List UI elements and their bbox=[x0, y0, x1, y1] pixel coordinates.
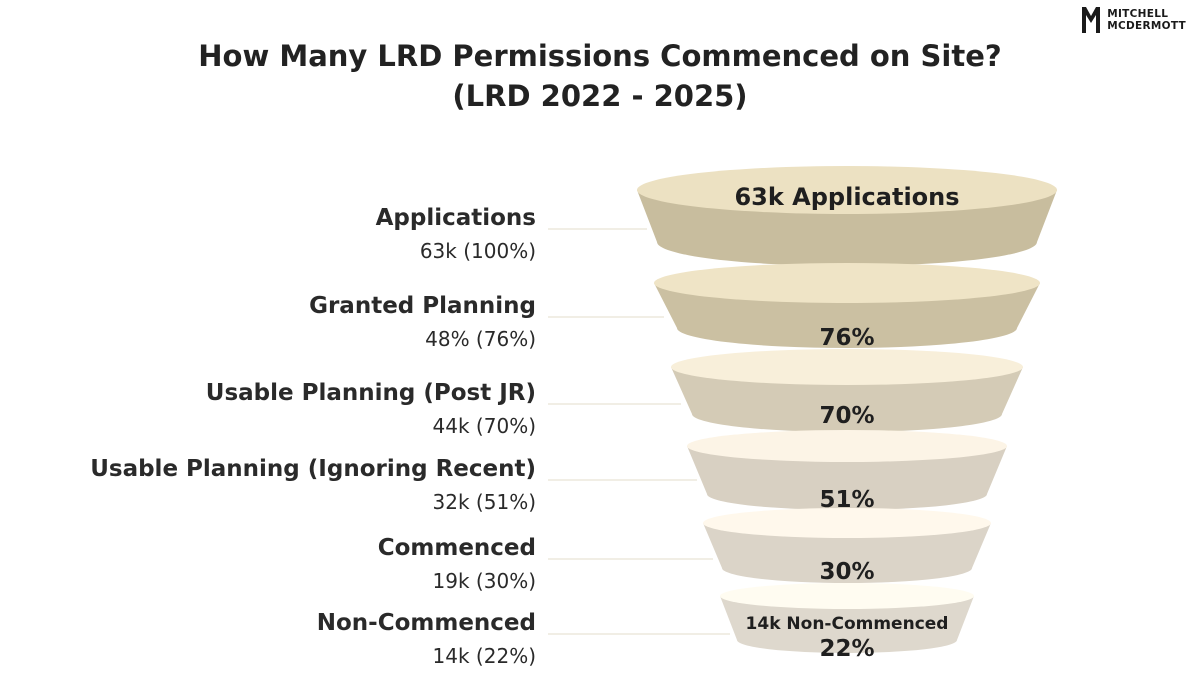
stage-name: Usable Planning (Ignoring Recent) bbox=[90, 456, 536, 482]
chart-title-line2: (LRD 2022 - 2025) bbox=[452, 79, 748, 113]
funnel-segment-body bbox=[703, 523, 991, 583]
funnel-segment-top bbox=[687, 430, 1007, 462]
segment-label: 76% bbox=[819, 325, 874, 351]
funnel-stage-2: 76% Granted Planning 48% (76%) bbox=[309, 263, 1040, 351]
brand-logo-mark-icon bbox=[1082, 7, 1101, 33]
brand-logo: MITCHELL MCDERMOTT bbox=[1081, 6, 1186, 34]
stage-name: Non-Commenced bbox=[317, 610, 536, 636]
stage-name: Commenced bbox=[378, 535, 536, 561]
funnel-stage-1: 63k Applications Applications 63k (100%) bbox=[376, 166, 1057, 266]
funnel-segment-top bbox=[654, 263, 1040, 303]
segment-sublabel: 14k Non-Commenced bbox=[746, 614, 949, 634]
stage-value: 63k (100%) bbox=[420, 239, 536, 263]
funnel-stage-3: 70% Usable Planning (Post JR) 44k (70%) bbox=[206, 349, 1023, 438]
funnel-segment-body bbox=[671, 367, 1023, 432]
funnel-stage-5: 30% Commenced 19k (30%) bbox=[378, 508, 991, 593]
funnel-segment-top bbox=[671, 349, 1023, 385]
stage-name: Granted Planning bbox=[309, 293, 536, 319]
funnel-stage-4: 51%Usable Planning (Ignoring Recent)32k … bbox=[90, 430, 1007, 514]
brand-name-line1: MITCHELL bbox=[1107, 8, 1169, 20]
stage-value: 14k (22%) bbox=[433, 644, 536, 668]
brand-name: MITCHELL MCDERMOTT bbox=[1107, 8, 1186, 32]
segment-label: 22% bbox=[819, 636, 874, 662]
brand-name-line2: MCDERMOTT bbox=[1107, 20, 1186, 32]
stage-value: 44k (70%) bbox=[433, 414, 536, 438]
funnel-segment-body bbox=[720, 596, 974, 653]
stage-name: Applications bbox=[376, 205, 536, 231]
stage-name: Usable Planning (Post JR) bbox=[206, 380, 536, 406]
segment-label: 70% bbox=[819, 403, 874, 429]
funnel-segment-top bbox=[637, 166, 1057, 214]
funnel-segment-top bbox=[703, 508, 991, 538]
funnel-segment-top bbox=[720, 583, 974, 609]
stage-value: 32k (51%) bbox=[433, 490, 536, 514]
chart-title-line1: How Many LRD Permissions Commenced on Si… bbox=[198, 39, 1002, 73]
funnel-segment-body bbox=[687, 446, 1007, 510]
segment-label: 30% bbox=[819, 559, 874, 585]
chart-title: How Many LRD Permissions Commenced on Si… bbox=[0, 36, 1200, 116]
segment-label: 63k Applications bbox=[734, 183, 959, 211]
stage-value: 48% (76%) bbox=[425, 327, 536, 351]
stage-value: 19k (30%) bbox=[433, 569, 536, 593]
